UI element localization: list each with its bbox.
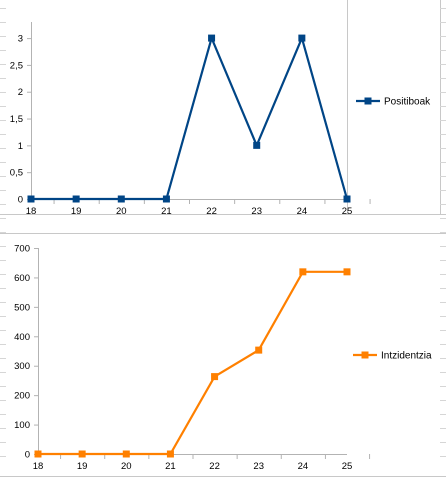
positiboak-chart: 0 0,5 1 1,5 2 2,5 3 18 19 20 21 22 23 24 25 Positiboak xyxy=(10,22,431,217)
data-point xyxy=(166,450,174,458)
data-point xyxy=(122,450,130,458)
intzidentzia-chart: 0 100 200 300 400 500 600 700 18 19 20 21 22 23 24 25 In… xyxy=(14,244,432,473)
x-tick-label: 21 xyxy=(165,461,176,472)
y-tick-label: 100 xyxy=(14,420,30,431)
y-tick-label: 0 xyxy=(18,195,23,206)
series-line xyxy=(31,34,349,201)
x-tick-label: 23 xyxy=(253,461,264,472)
data-point xyxy=(34,450,42,458)
series-line xyxy=(38,270,347,456)
data-point xyxy=(78,450,86,458)
x-tick-label: 24 xyxy=(298,461,309,472)
y-tick-label: 200 xyxy=(14,391,30,402)
x-tick-label: 21 xyxy=(161,206,172,217)
y-tick-label: 1 xyxy=(18,141,23,152)
x-tick-label: 20 xyxy=(121,461,132,472)
data-point xyxy=(343,268,351,276)
y-tick-label: 600 xyxy=(14,273,30,284)
data-point xyxy=(298,34,306,42)
data-point xyxy=(211,373,219,381)
x-tick-label: 22 xyxy=(206,206,217,217)
x-tick-label: 25 xyxy=(342,461,353,472)
y-tick-label: 500 xyxy=(14,302,30,313)
data-point xyxy=(343,195,351,203)
data-point xyxy=(253,141,261,149)
legend-label: Positiboak xyxy=(384,97,431,108)
x-tick-label: 23 xyxy=(251,206,262,217)
data-point xyxy=(117,195,125,203)
y-tick-label: 2 xyxy=(18,87,23,98)
data-point xyxy=(208,34,216,42)
data-point xyxy=(162,195,170,203)
y-tick-label: 0,5 xyxy=(10,168,23,179)
y-tick-label: 700 xyxy=(14,244,30,255)
x-tick-label: 25 xyxy=(342,206,353,217)
y-tick-label: 0 xyxy=(25,450,30,461)
y-tick-label: 300 xyxy=(14,361,30,372)
y-tick-label: 1,5 xyxy=(10,114,23,125)
x-tick-label: 18 xyxy=(26,206,37,217)
y-tick-label: 3 xyxy=(18,34,23,45)
data-point xyxy=(255,346,263,354)
legend-marker xyxy=(364,97,372,105)
legend-label: Intzidentzia xyxy=(381,351,432,362)
x-tick-label: 19 xyxy=(77,461,88,472)
data-point xyxy=(72,195,80,203)
data-point xyxy=(299,268,307,276)
x-tick-label: 24 xyxy=(297,206,308,217)
x-tick-label: 19 xyxy=(71,206,82,217)
y-tick-label: 400 xyxy=(14,332,30,343)
y-tick-label: 2,5 xyxy=(10,60,23,71)
legend-marker xyxy=(361,351,369,359)
data-point xyxy=(27,195,35,203)
x-tick-label: 20 xyxy=(116,206,127,217)
x-tick-label: 18 xyxy=(33,461,44,472)
x-tick-label: 22 xyxy=(209,461,220,472)
